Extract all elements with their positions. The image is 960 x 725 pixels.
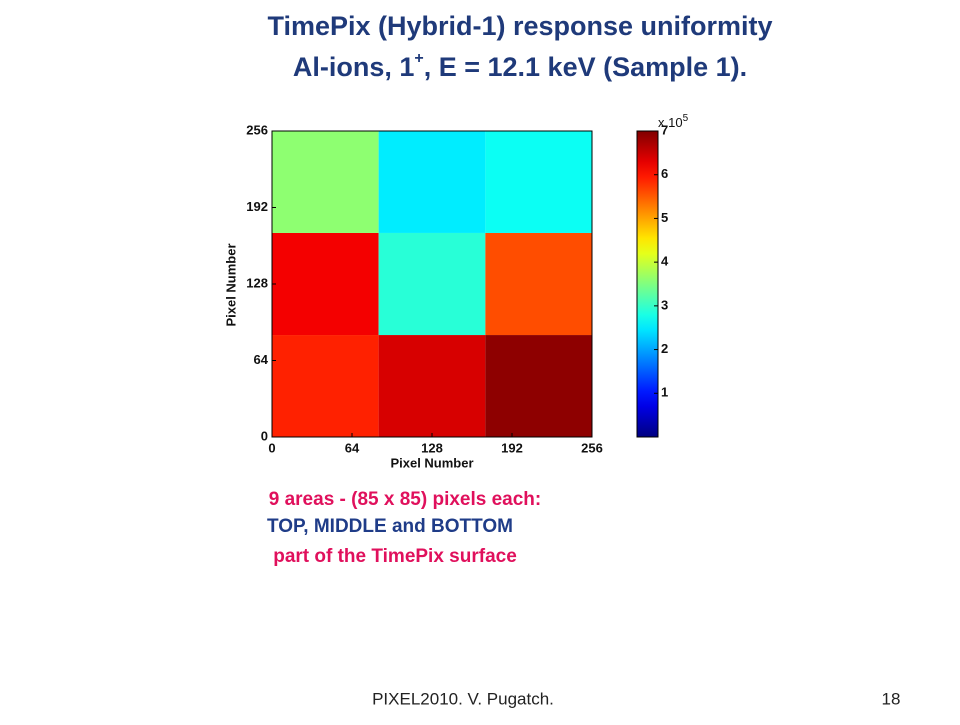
colorbar-tick-label: 4 xyxy=(661,254,669,269)
y-tick-label: 256 xyxy=(246,122,268,137)
heatmap-cell xyxy=(378,335,486,437)
y-tick-label: 192 xyxy=(246,199,268,214)
y-axis-label: Pixel Number xyxy=(223,243,238,326)
title-text: , E = 12.1 keV (Sample 1). xyxy=(424,52,747,82)
note-line: part of the TimePix surface xyxy=(273,546,517,567)
colorbar-tick-label: 7 xyxy=(661,122,668,137)
title-line: TimePix (Hybrid-1) response uniformity xyxy=(267,11,772,41)
note-line: TOP, MIDDLE and BOTTOM xyxy=(267,516,513,537)
x-tick-label: 0 xyxy=(268,440,275,455)
heatmap-cell xyxy=(272,335,379,437)
colorbar-exponent: 5 xyxy=(683,113,689,124)
heatmap-cell xyxy=(378,131,486,233)
colorbar-tick-label: 1 xyxy=(661,385,668,400)
y-tick-label: 0 xyxy=(261,428,268,443)
note-line: 9 areas - (85 x 85) pixels each: xyxy=(269,489,542,510)
heatmap-cell xyxy=(485,232,592,336)
heatmap-cell xyxy=(272,131,379,233)
heatmap-cell xyxy=(485,335,592,437)
footer: PIXEL2010. V. Pugatch. xyxy=(372,689,554,708)
y-tick-label: 64 xyxy=(254,352,269,367)
colorbar-tick-label: 2 xyxy=(661,341,668,356)
colorbar-tick-label: 5 xyxy=(661,210,668,225)
colorbar-multiplier-base: x 10 xyxy=(658,115,683,130)
title-superscript: + xyxy=(414,50,423,67)
colorbar-tick-label: 6 xyxy=(661,166,668,181)
page-number: 18 xyxy=(882,689,901,708)
x-tick-label: 64 xyxy=(345,440,360,455)
heatmap-cell xyxy=(272,232,379,336)
x-axis-label: Pixel Number xyxy=(390,455,473,470)
colorbar xyxy=(636,130,659,438)
heatmap-cell xyxy=(378,232,486,336)
heatmap-cell xyxy=(485,131,592,233)
colorbar-multiplier: x 105 xyxy=(658,113,689,131)
y-tick-label: 128 xyxy=(246,275,268,290)
x-tick-label: 256 xyxy=(581,440,603,455)
colorbar-tick-label: 3 xyxy=(661,297,668,312)
x-tick-label: 128 xyxy=(421,440,443,455)
title-line: Al-ions, 1+, E = 12.1 keV (Sample 1). xyxy=(293,50,747,82)
x-tick-label: 192 xyxy=(501,440,523,455)
title-text: Al-ions, 1 xyxy=(293,52,415,82)
